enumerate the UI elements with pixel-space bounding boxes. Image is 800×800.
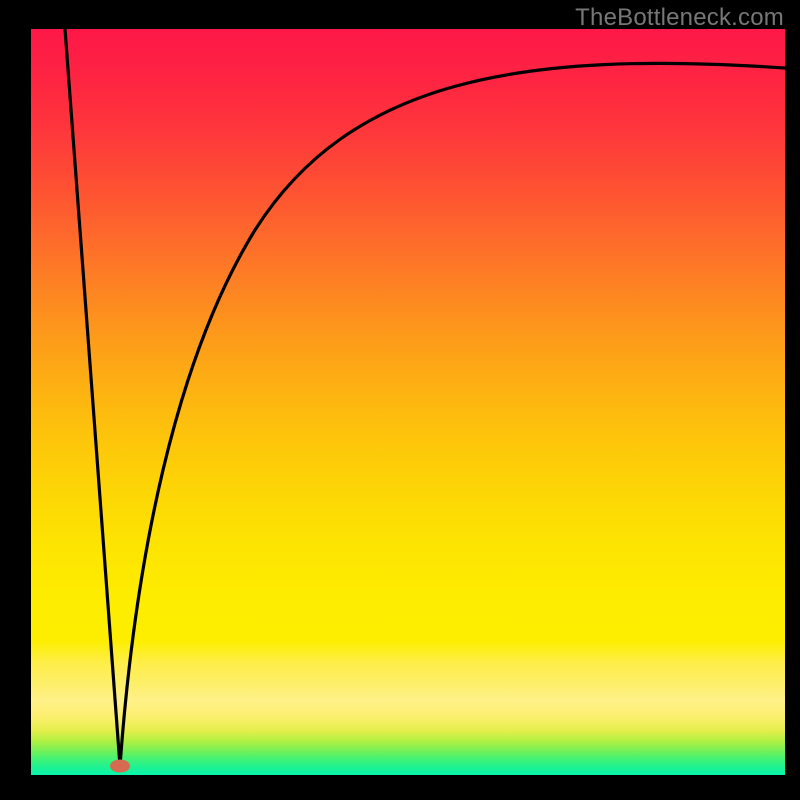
vertex-marker: [110, 760, 130, 773]
plot-background: [31, 29, 785, 775]
chart-svg: [0, 0, 800, 800]
attribution-text: TheBottleneck.com: [575, 4, 784, 32]
